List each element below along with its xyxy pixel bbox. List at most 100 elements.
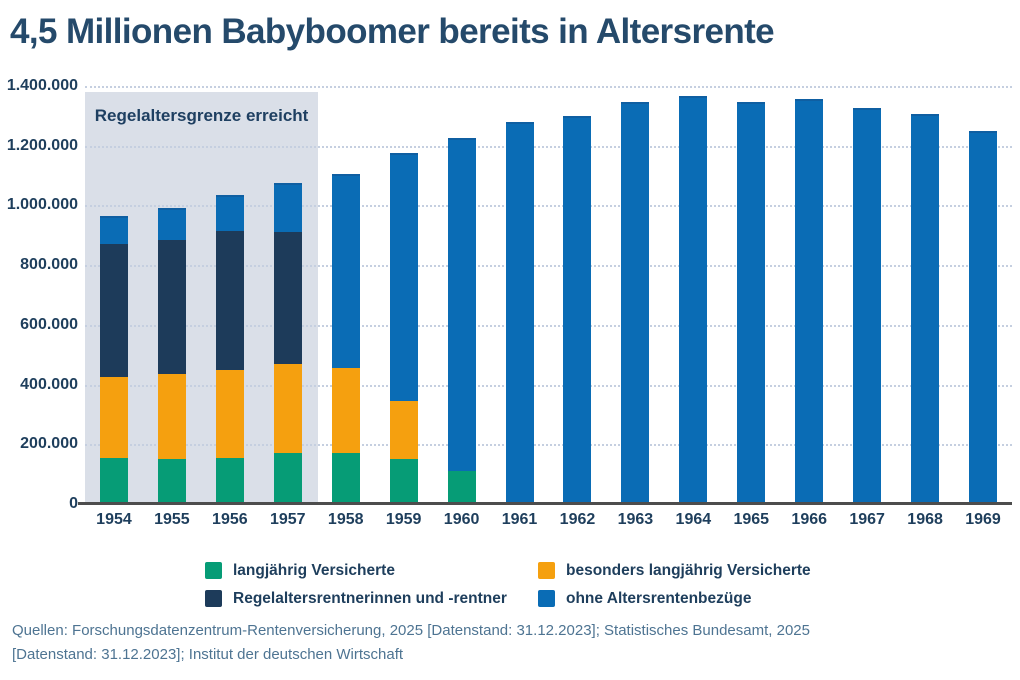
gridline [85,205,1012,208]
source-note-line-2: [Datenstand: 31.12.2023]; Institut der d… [12,645,404,663]
bar-segment-ohne-altersrentenbezuege [389,153,418,401]
y-axis-label: 1.200.000 [6,136,78,154]
bar-column-1963 [606,86,664,504]
bar-segment-ohne-altersrentenbezuege [911,114,940,504]
x-axis-baseline [78,502,1012,505]
bar-segment-langjaehrig-versicherte [389,459,418,504]
bar-stack [331,174,360,504]
legend-item-ohne-altersrentenbezuege: ohne Altersrentenbezüge [538,589,811,608]
x-axis-label: 1961 [501,511,538,528]
bar-segment-ohne-altersrentenbezuege [795,99,824,504]
y-axis-label: 0 [69,495,78,512]
bar-stack [505,121,534,504]
x-axis: 1954 1955 1956 1957 1958 1959 1960 1961 1962 1963… [85,511,1012,529]
bar-stack [389,153,418,504]
bar-segment-ohne-altersrentenbezuege [99,215,128,245]
bar-segment-ohne-altersrentenbezuege [447,138,476,472]
bar-stack [795,99,824,504]
legend-item-regelaltersrentnerinnen-und-rentner: Regelaltersrentnerinnen und -rentner [205,589,538,608]
y-axis-label: 1.400.000 [6,77,78,94]
bar-column-1960 [433,86,491,504]
x-axis-label: 1960 [443,511,480,528]
bar-column-1958 [317,86,375,504]
plot-area: Regelaltersgrenze erreicht [85,86,1012,504]
bar-segment-langjaehrig-versicherte [215,457,244,504]
bar-segment-regelaltersrentnerinnen-und-rentner [273,232,302,364]
bar-column-1957 [259,86,317,504]
y-axis-label: 200.000 [20,435,78,453]
bar-stack [737,102,766,504]
bar-segment-ohne-altersrentenbezuege [621,102,650,504]
legend-swatch-langjaehrig-versicherte [205,562,222,579]
legend-label: Regelaltersrentnerinnen und -rentner [233,589,507,607]
bar-column-1959 [375,86,433,504]
bar-stack [679,96,708,504]
legend-label: ohne Altersrentenbezüge [566,589,752,607]
x-axis-label: 1955 [154,511,190,528]
legend-label: langjährig Versicherte [233,561,395,579]
legend-item-besonders-langjaehrig-versicherte: besonders langjährig Versicherte [538,561,811,580]
bar-segment-regelaltersrentnerinnen-und-rentner [99,244,128,378]
bar-segment-langjaehrig-versicherte [99,457,128,504]
bar-segment-ohne-altersrentenbezuege [737,102,766,504]
bar-segment-ohne-altersrentenbezuege [563,115,592,504]
gridline [85,265,1012,268]
bar-stack [157,208,186,504]
bar-segment-ohne-altersrentenbezuege [853,108,882,504]
y-axis-label: 800.000 [20,256,78,274]
bar-segment-besonders-langjaehrig-versicherte [99,377,128,458]
source-note: Quellen: Forschungsdatenzentrum-Rentenve… [12,619,810,666]
bar-segment-ohne-altersrentenbezuege [215,195,244,231]
x-axis-label: 1966 [791,511,828,528]
bar-segment-besonders-langjaehrig-versicherte [389,401,418,460]
legend: langjährig Versicherte besonders langjähr… [205,561,811,608]
bar-stack [621,102,650,504]
legend-item-langjaehrig-versicherte: langjährig Versicherte [205,561,538,580]
x-axis-label: 1957 [269,511,306,528]
bar-stack [911,114,940,504]
bar-column-1964 [664,86,722,504]
y-axis-label: 400.000 [20,375,78,393]
annotation-label: Regelaltersgrenze erreicht [94,106,309,125]
chart-title: 4,5 Millionen Babyboomer bereits in Alte… [10,12,775,51]
bar-segment-regelaltersrentnerinnen-und-rentner [157,239,186,375]
bar-segment-ohne-altersrentenbezuege [157,208,186,240]
x-axis-label: 1959 [385,511,422,528]
bar-segment-besonders-langjaehrig-versicherte [157,374,186,460]
source-note-line-1: Quellen: Forschungsdatenzentrum-Rentenve… [12,622,810,639]
bar-segment-langjaehrig-versicherte [331,453,360,504]
x-axis-label: 1954 [96,511,132,528]
x-axis-label: 1965 [733,511,770,528]
bar-column-1956 [201,86,259,504]
bar-column-1968 [896,86,954,504]
bar-segment-langjaehrig-versicherte [447,471,476,504]
bar-column-1967 [838,86,896,504]
bar-segment-langjaehrig-versicherte [273,453,302,504]
bar-stack [99,215,128,504]
bar-column-1962 [549,86,607,504]
bar-stack [215,195,244,504]
gridline [85,145,1012,148]
bar-segment-langjaehrig-versicherte [157,459,186,504]
legend-label: besonders langjährig Versicherte [566,561,811,579]
x-axis-label: 1963 [617,511,654,528]
bar-stack [969,130,998,504]
bar-segment-ohne-altersrentenbezuege [679,96,708,504]
bar-segment-ohne-altersrentenbezuege [505,121,534,504]
x-axis-label: 1958 [327,511,364,528]
bar-column-1969 [954,86,1012,504]
bar-column-1961 [491,86,549,504]
bar-stack [273,183,302,504]
x-axis-label: 1967 [849,511,885,528]
bar-series [85,86,1012,504]
bar-segment-ohne-altersrentenbezuege [273,183,302,233]
x-axis-label: 1964 [675,511,712,528]
legend-swatch-regelaltersrentnerinnen-und-rentner [205,590,222,607]
bar-column-1955 [143,86,201,504]
legend-swatch-besonders-langjaehrig-versicherte [538,562,555,579]
x-axis-label: 1968 [907,511,943,528]
bar-column-1954 [85,86,143,504]
bar-stack [447,138,476,504]
gridline [85,324,1012,327]
gridline [85,86,1012,88]
